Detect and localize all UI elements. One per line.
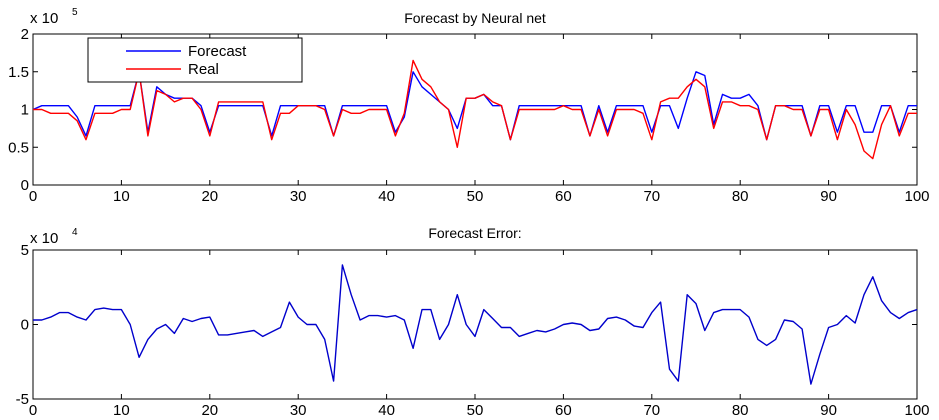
forecast-panel: Forecast by Neural net x 10 5 0 10 20 30 40 5…: [8, 7, 929, 205]
forecast-xtick-label: 80: [732, 188, 749, 205]
error-panel-title: Forecast Error:: [428, 225, 521, 241]
forecast-xtick-label: 50: [467, 188, 484, 205]
forecast-series-lines: [32, 59, 917, 160]
forecast-xtick-label: 30: [290, 188, 307, 205]
error-xtick-label: 50: [467, 402, 484, 419]
error-y-exponent: x 10 4: [30, 227, 78, 247]
error-xtick-label: 60: [555, 402, 572, 419]
forecast-xtick-label: 70: [643, 188, 660, 205]
legend-forecast-label: Forecast: [188, 43, 247, 60]
forecast-xtick-label: 40: [378, 188, 395, 205]
error-y-exponent-power: 4: [72, 227, 78, 238]
error-xtick-label: 0: [29, 402, 37, 419]
legend-box: [87, 37, 303, 83]
forecast-series-line-real: [33, 59, 917, 160]
forecast-ytick-label: 2: [21, 26, 29, 43]
error-xtick-label: 30: [290, 402, 307, 419]
error-ytick-label: 5: [21, 242, 29, 259]
forecast-ytick-label: 1.5: [8, 64, 29, 81]
forecast-y-exponent-power: 5: [72, 7, 78, 18]
error-ytick-label: 0: [21, 317, 29, 334]
error-xtick-label: 90: [820, 402, 837, 419]
error-xtick-label: 20: [201, 402, 218, 419]
forecast-xtick-label: 90: [820, 188, 837, 205]
error-ytick-label: -5: [16, 391, 29, 408]
error-y-exponent-base: x 10: [30, 230, 58, 247]
error-panel: Forecast Error: x 10 4 0 10 20 30 40 50 60 70 80…: [16, 225, 930, 419]
forecast-ytick-label: 0.5: [8, 139, 29, 156]
error-series-lines: [33, 264, 918, 385]
forecast-ytick-label: 0: [21, 177, 29, 194]
error-axis-ticks: 0 10 20 30 40 50 60 70 80 90 100-505: [16, 242, 930, 419]
forecast-xtick-label: 20: [201, 188, 218, 205]
error-xtick-label: 80: [732, 402, 749, 419]
forecast-xtick-label: 60: [555, 188, 572, 205]
error-xtick-label: 70: [643, 402, 660, 419]
forecast-xtick-label: 10: [113, 188, 130, 205]
error-series-line-error: [33, 264, 918, 385]
legend-real-label: Real: [188, 61, 219, 78]
error-xtick-label: 40: [378, 402, 395, 419]
forecast-axis-ticks: 0 10 20 30 40 50 60 70 80 90 100 0 0.5 1 1.5 2: [8, 26, 929, 205]
forecast-xtick-label: 100: [904, 188, 929, 205]
forecast-ytick-label: 1: [21, 102, 29, 119]
error-xtick-label: 100: [904, 402, 929, 419]
error-xtick-label: 10: [113, 402, 130, 419]
forecast-y-exponent: x 10 5: [30, 7, 78, 27]
forecast-panel-title: Forecast by Neural net: [404, 10, 546, 26]
forecast-legend: Forecast Real: [87, 37, 303, 83]
forecast-xtick-label: 0: [29, 188, 37, 205]
forecast-y-exponent-base: x 10: [30, 10, 58, 27]
